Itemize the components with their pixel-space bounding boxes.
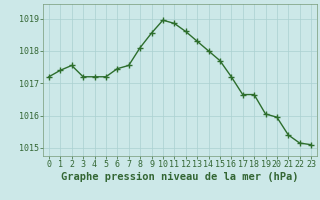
- X-axis label: Graphe pression niveau de la mer (hPa): Graphe pression niveau de la mer (hPa): [61, 172, 299, 182]
